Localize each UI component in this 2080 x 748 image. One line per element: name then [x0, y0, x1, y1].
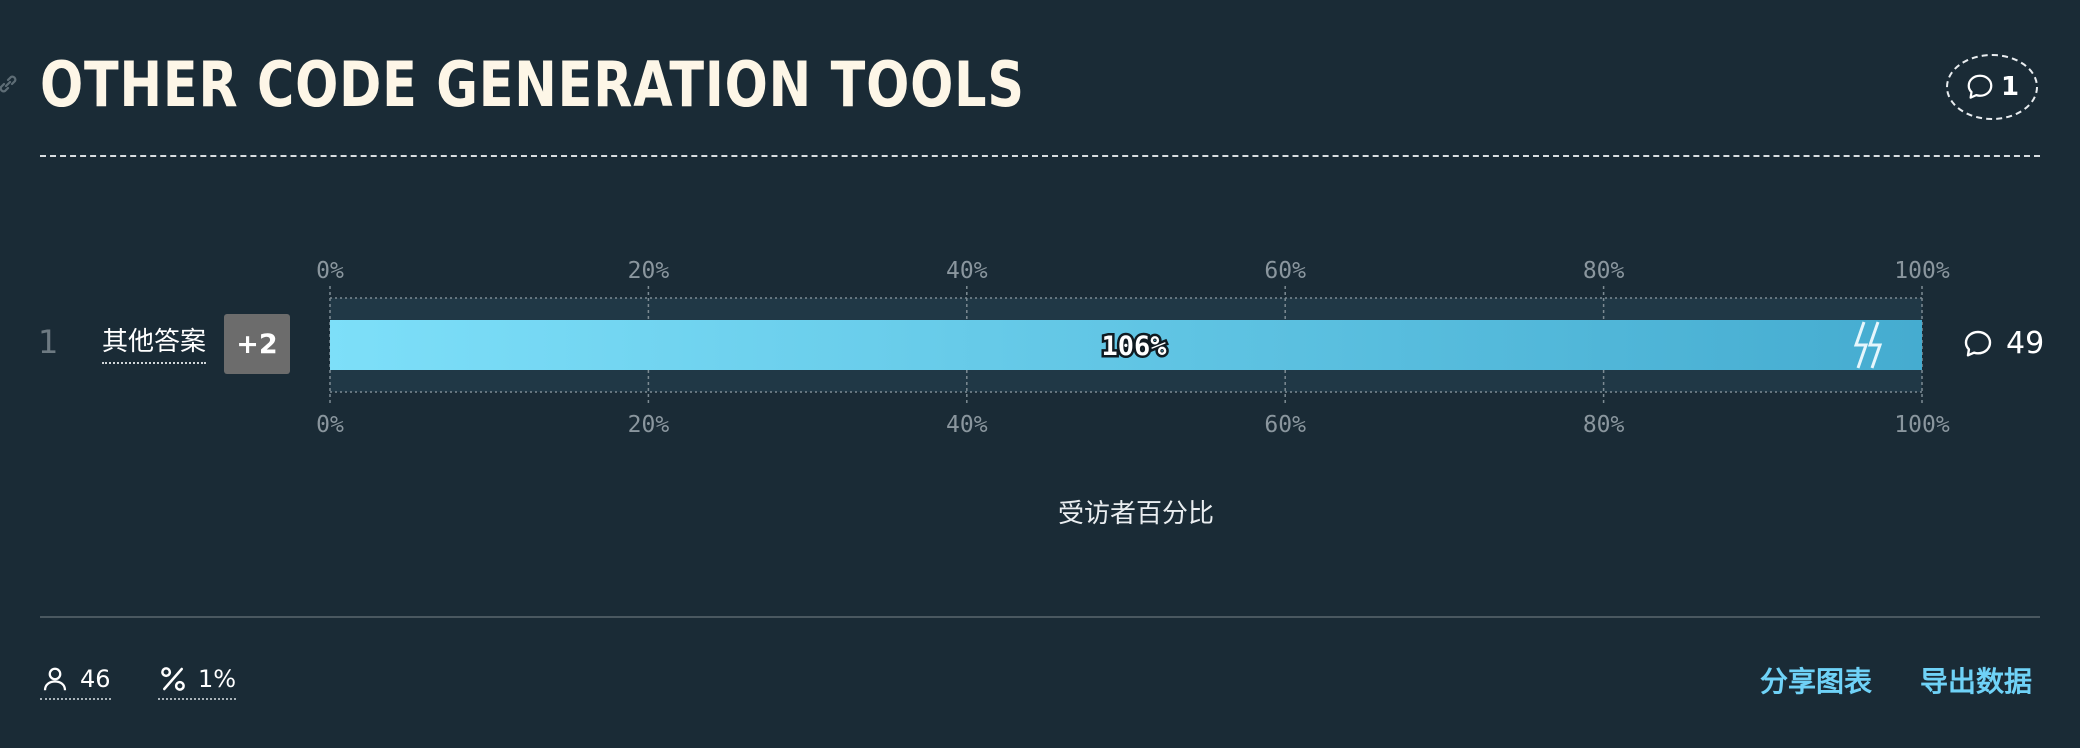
- x-axis-title: 受访者百分比: [1058, 499, 1214, 529]
- x-tick-label-top: 40%: [946, 258, 988, 284]
- row-comments-button[interactable]: 49: [1962, 326, 2044, 361]
- more-answers-badge[interactable]: +2: [224, 314, 290, 374]
- percent-stat[interactable]: 1%: [158, 664, 237, 700]
- respondents-stat[interactable]: 46: [40, 664, 111, 700]
- comments-count: 1: [2000, 72, 2020, 102]
- row-rank: 1: [38, 323, 59, 361]
- chart-bars: 106%: [330, 320, 1922, 370]
- user-icon: [43, 667, 67, 691]
- export-data-link[interactable]: 导出数据: [1920, 665, 2033, 698]
- comment-icon: [1964, 330, 1992, 357]
- x-tick-label-bottom: 100%: [1894, 412, 1950, 438]
- x-tick-label-top: 20%: [628, 258, 670, 284]
- x-tick-label-bottom: 60%: [1264, 412, 1306, 438]
- bar: [330, 320, 1922, 370]
- percent-value: 1%: [198, 665, 237, 693]
- bar-chart: 106% 0% 0% 20% 20% 40% 40% 60% 60% 80% 80% 100% 100…: [316, 258, 1950, 529]
- header-divider: [40, 155, 2040, 157]
- link-icon[interactable]: [0, 72, 20, 96]
- overflow-break-mark: [1867, 321, 1883, 369]
- percent-icon: [161, 667, 185, 691]
- overflow-break-mark: [1853, 321, 1869, 369]
- comments-button[interactable]: 1: [1946, 54, 2038, 120]
- x-tick-label-top: 100%: [1894, 258, 1950, 284]
- chart-ticks: 0% 0% 20% 20% 40% 40% 60% 60% 80% 80% 100% 100%: [316, 258, 1950, 438]
- x-tick-label-bottom: 0%: [316, 412, 344, 438]
- x-tick-label-top: 60%: [1264, 258, 1306, 284]
- footer-divider: [40, 616, 2040, 618]
- bar-value-label: 106%: [1101, 331, 1167, 362]
- x-tick-label-bottom: 20%: [628, 412, 670, 438]
- row-label[interactable]: 其他答案: [102, 324, 207, 364]
- comment-icon: [1967, 74, 1993, 99]
- row-comments-count: 49: [2006, 326, 2045, 361]
- page-title: OTHER CODE GENERATION TOOLS: [40, 48, 1025, 121]
- x-tick-label-top: 0%: [316, 258, 344, 284]
- share-chart-link[interactable]: 分享图表: [1760, 665, 1873, 698]
- x-tick-label-bottom: 40%: [946, 412, 988, 438]
- x-tick-label-bottom: 80%: [1583, 412, 1625, 438]
- x-tick-label-top: 80%: [1583, 258, 1625, 284]
- respondents-count: 46: [80, 665, 111, 693]
